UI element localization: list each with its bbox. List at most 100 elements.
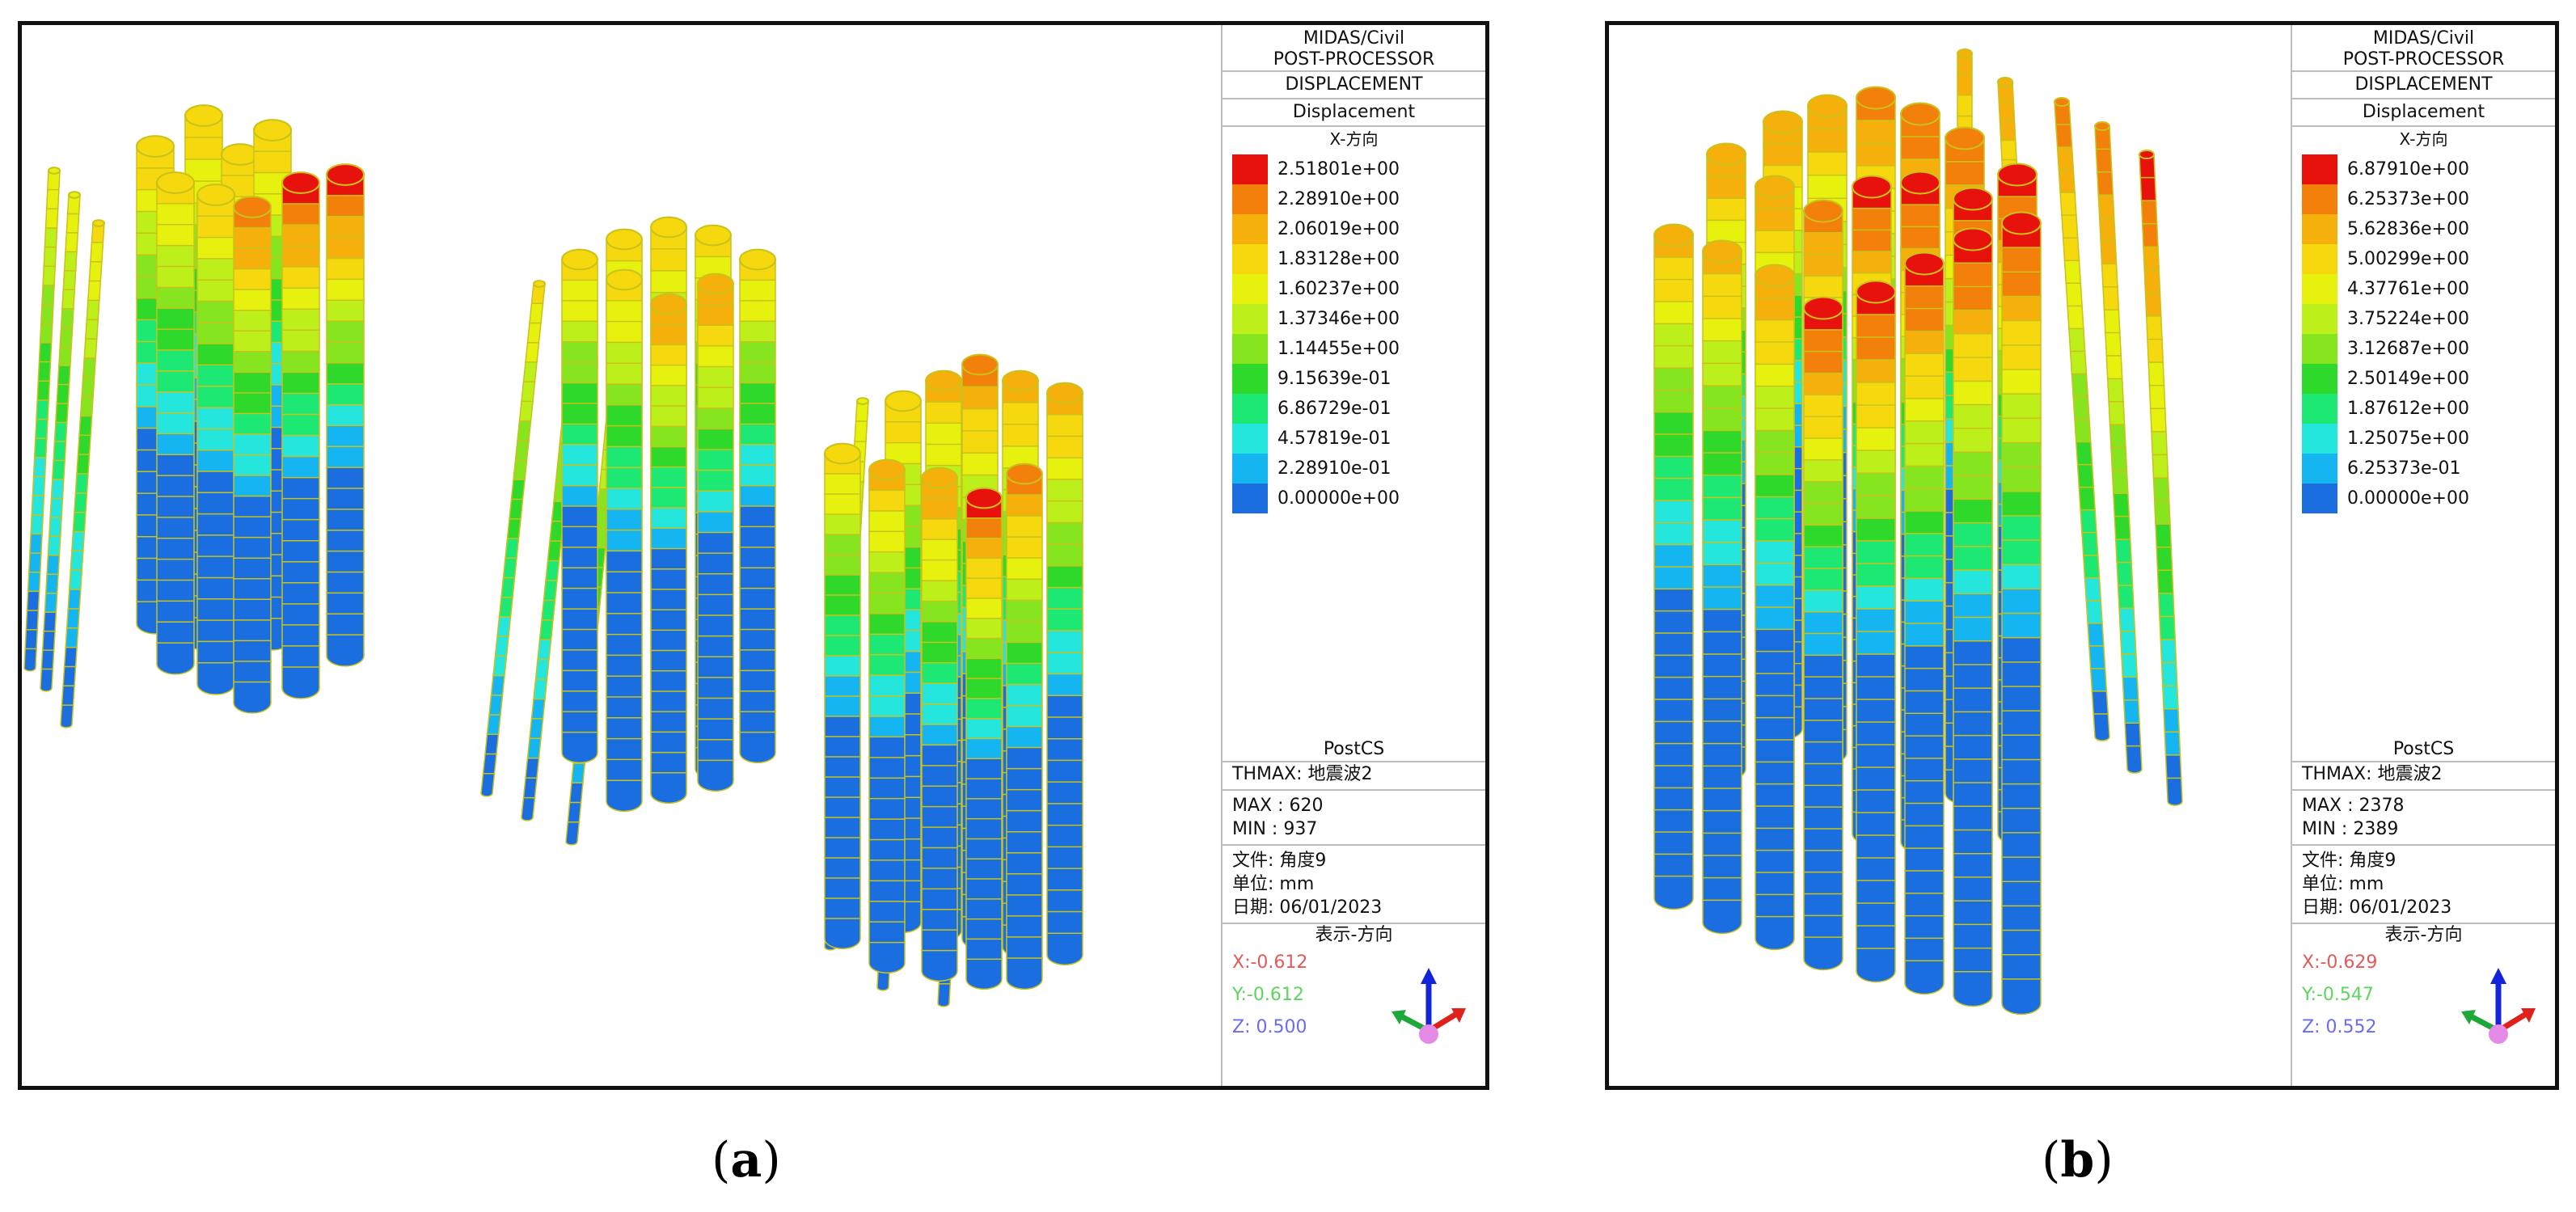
module-name: POST-PROCESSOR — [1273, 49, 1435, 70]
date-label: 日期: 06/01/2023 — [2302, 897, 2452, 918]
min-node: MIN : 937 — [1232, 819, 1318, 839]
scale-value: 0.00000e+00 — [1277, 488, 1400, 509]
view-y: Y:-0.547 — [2302, 985, 2374, 1005]
scale-value: 6.86729e-01 — [1277, 399, 1391, 419]
viewport-a[interactable] — [22, 25, 1223, 1086]
scale-row: 6.87910e+00 — [2302, 154, 2555, 184]
pile — [739, 248, 776, 764]
scale-value: 1.83128e+00 — [1277, 249, 1400, 269]
scale-swatch — [1232, 364, 1268, 394]
scale-row: 3.12687e+00 — [2302, 334, 2555, 364]
unit-label: 单位: mm — [2302, 874, 2384, 894]
max-node: MAX : 2378 — [2292, 789, 2555, 817]
scale-value: 1.37346e+00 — [1277, 309, 1400, 329]
scale-value: 9.15639e-01 — [1277, 369, 1391, 389]
scale-row: 1.60237e+00 — [1232, 274, 1485, 304]
result-direction: X-方向 — [1223, 125, 1485, 151]
pile — [561, 248, 598, 764]
file-name: 文件: 角度9 — [1223, 844, 1485, 872]
pile-model-a — [23, 104, 1083, 1007]
pile — [2094, 120, 2143, 774]
model-view-panel-b: MIDAS/Civil POST-PROCESSOR DISPLACEMENT … — [1605, 21, 2559, 1090]
scale-value: 6.25373e-01 — [2347, 458, 2461, 479]
stage-name: PostCS — [2392, 739, 2455, 759]
scale-swatch — [1232, 274, 1268, 304]
caption-a: (a) — [712, 1132, 781, 1189]
unit-label: 单位: mm — [1232, 874, 1315, 894]
pile — [921, 467, 958, 982]
pile — [281, 171, 320, 699]
caption-paren-open: ( — [2042, 1132, 2061, 1189]
view-x: X:-0.629 — [2302, 952, 2378, 973]
scale-row: 1.87612e+00 — [2302, 394, 2555, 424]
viewport-b[interactable] — [1609, 25, 2285, 1086]
scale-value: 4.37761e+00 — [2347, 279, 2469, 299]
scale-swatch — [1232, 484, 1268, 513]
caption-paren-open: ( — [712, 1132, 731, 1189]
scale-value: 6.25373e+00 — [2347, 189, 2469, 209]
result-info: PostCS THMAX: 地震波2 MAX : 2378 MIN : 2389… — [2292, 738, 2555, 1086]
pile — [697, 272, 734, 792]
module-name: POST-PROCESSOR — [2342, 49, 2505, 70]
thmax-label: THMAX: 地震波2 — [1223, 761, 1485, 786]
pile — [965, 487, 1003, 990]
scale-value: 3.12687e+00 — [2347, 339, 2469, 359]
pile — [1904, 251, 1945, 995]
scale-value: 1.87612e+00 — [2347, 399, 2469, 419]
pile — [60, 219, 105, 728]
stage-name: PostCS — [1323, 739, 1385, 759]
result-type: DISPLACEMENT — [2292, 70, 2555, 98]
scale-row: 4.57819e-01 — [1232, 424, 1485, 454]
pile — [1702, 239, 1742, 935]
pile — [868, 458, 906, 974]
view-z: Z: 0.552 — [2302, 1017, 2377, 1037]
scale-swatch — [1232, 184, 1268, 214]
scale-swatch — [2302, 424, 2337, 454]
max-node: MAX : 620 — [1223, 789, 1485, 817]
scale-swatch — [2302, 454, 2337, 484]
pile — [1006, 462, 1043, 990]
view-y: Y:-0.612 — [1232, 985, 1304, 1005]
scale-row: 0.00000e+00 — [1232, 484, 1485, 513]
result-info: PostCS THMAX: 地震波2 MAX : 620 MIN : 937 文… — [1223, 738, 1485, 1086]
pile — [480, 280, 546, 797]
scale-row: 2.06019e+00 — [1232, 214, 1485, 244]
scale-swatch — [2302, 334, 2337, 364]
pile — [1803, 296, 1843, 971]
scale-swatch — [1232, 424, 1268, 454]
pile — [606, 268, 643, 813]
scale-row: 1.14455e+00 — [1232, 334, 1485, 364]
scale-row: 9.15639e-01 — [1232, 364, 1485, 394]
pile — [2139, 149, 2183, 806]
pile — [40, 191, 81, 692]
scale-value: 0.00000e+00 — [2347, 488, 2469, 509]
scale-row: 2.50149e+00 — [2302, 364, 2555, 394]
axis-triad-icon — [2461, 968, 2536, 1044]
model-view-panel-a: MIDAS/Civil POST-PROCESSOR DISPLACEMENT … — [18, 21, 1489, 1090]
min-node: MIN : 2389 — [2302, 819, 2399, 839]
pile — [1653, 223, 1694, 910]
scale-value: 5.62836e+00 — [2347, 219, 2469, 239]
scale-swatch — [2302, 364, 2337, 394]
program-name: MIDAS/Civil — [2372, 28, 2475, 49]
scale-row: 5.62836e+00 — [2302, 214, 2555, 244]
pile — [1046, 382, 1083, 966]
scale-value: 2.28910e+00 — [1277, 189, 1400, 209]
legend-a: MIDAS/Civil POST-PROCESSOR DISPLACEMENT … — [1221, 25, 1485, 1086]
result-component: Displacement — [1223, 98, 1485, 125]
scale-value: 1.25075e+00 — [2347, 429, 2469, 449]
view-direction-label: 表示-方向 — [1223, 923, 1485, 947]
scale-row: 1.37346e+00 — [1232, 304, 1485, 334]
caption-paren-close: ) — [2094, 1132, 2114, 1189]
axis-triad-icon — [1391, 968, 1466, 1044]
scale-swatch — [2302, 484, 2337, 513]
pile — [824, 442, 861, 950]
scale-swatch — [2302, 244, 2337, 274]
view-direction-label: 表示-方向 — [2292, 923, 2555, 947]
pile — [233, 196, 272, 714]
pile — [2001, 211, 2042, 1016]
scale-row: 4.37761e+00 — [2302, 274, 2555, 304]
pile — [156, 171, 195, 675]
thmax-label: THMAX: 地震波2 — [2292, 761, 2555, 786]
scale-row: 0.00000e+00 — [2302, 484, 2555, 513]
